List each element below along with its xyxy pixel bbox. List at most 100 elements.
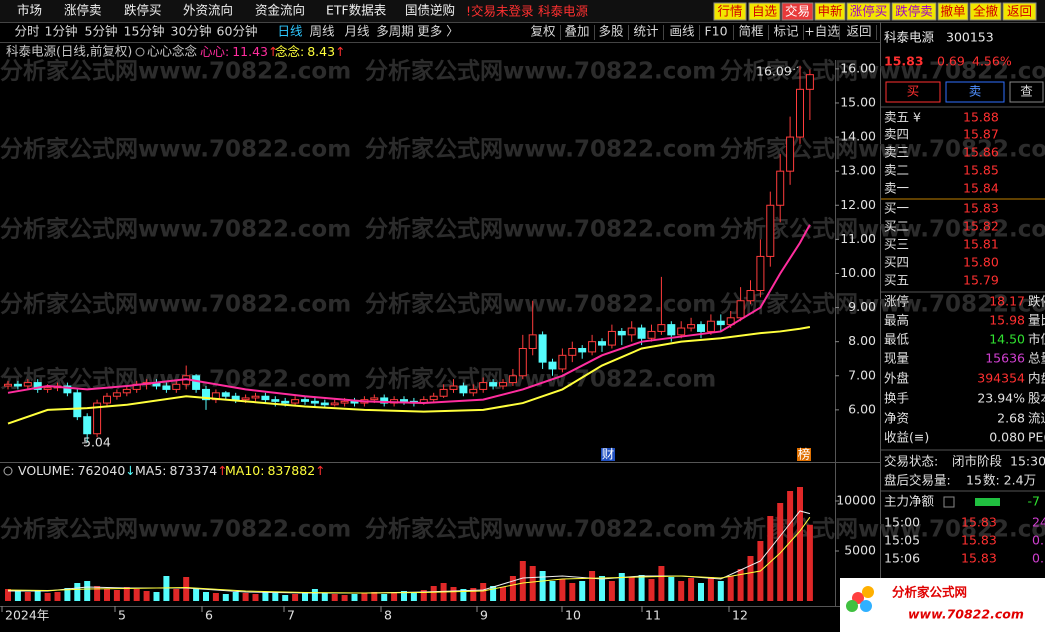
trade-button[interactable]: 卖: [969, 84, 982, 99]
stock-code: 300153: [946, 30, 994, 45]
period-tab[interactable]: 1分钟: [45, 24, 78, 39]
candle-body: [528, 334, 537, 349]
volume-header-arrow: ↑: [315, 463, 325, 478]
stat-label: 量比: [1028, 313, 1045, 328]
watermark: 分析家公式网www.70822.com: [0, 516, 351, 543]
menu-button[interactable]: 自选: [752, 4, 778, 19]
tool-button[interactable]: 统计: [633, 24, 658, 39]
menu-button[interactable]: 交易: [785, 4, 810, 19]
menu-item[interactable]: 国债逆购: [405, 3, 455, 18]
y-tick-label: 6.00: [848, 401, 876, 416]
tool-button[interactable]: +自选: [804, 24, 840, 39]
menu-button[interactable]: 涨停买: [850, 4, 888, 19]
menu-button[interactable]: 返回: [1007, 4, 1032, 19]
candle-body: [459, 385, 468, 394]
volume-bar: [638, 575, 645, 601]
menu-button[interactable]: 申新: [817, 4, 842, 19]
tool-button[interactable]: 叠加: [564, 24, 589, 39]
tool-button[interactable]: 画线: [669, 24, 695, 39]
tool-button[interactable]: 简框: [738, 24, 764, 39]
indicator-value: 心心: 11.43↑: [200, 44, 279, 59]
tool-button[interactable]: 返回: [846, 24, 871, 39]
candle-body: [400, 399, 408, 402]
menu-item[interactable]: 跌停买: [124, 3, 162, 18]
menu-item[interactable]: 外资流向: [183, 3, 233, 18]
tick-time: 15:00: [884, 515, 920, 530]
period-tab[interactable]: 分时: [14, 24, 40, 39]
candle-body: [33, 382, 42, 390]
stat-label: 收益(≡): [884, 430, 929, 445]
order-book-label: 买二: [884, 219, 909, 234]
volume-bar: [688, 578, 695, 601]
volume-bar: [658, 566, 665, 601]
flow-icon: [943, 496, 955, 508]
candle-body: [637, 327, 646, 339]
period-tab[interactable]: 5分钟: [85, 24, 118, 39]
tool-button[interactable]: 多股: [598, 24, 624, 39]
watermark: 分析家公式网www.70822.com: [365, 136, 716, 163]
period-tab[interactable]: 60分钟: [217, 24, 258, 39]
volume-bar: [84, 581, 91, 601]
volume-bar: [44, 593, 51, 601]
menu-item[interactable]: 市场: [17, 3, 42, 18]
order-book-label: 买四: [884, 255, 909, 270]
volume-bar: [262, 592, 269, 601]
volume-bar: [302, 592, 308, 601]
candle-body: [370, 397, 379, 401]
tick-volume: 2475: [1032, 515, 1045, 530]
period-tab[interactable]: 月线: [344, 24, 370, 39]
candle-body: [558, 354, 567, 370]
candle-body: [766, 204, 775, 257]
candle-body: [103, 395, 111, 404]
tool-button[interactable]: 复权: [530, 24, 556, 39]
volume-bar: [292, 594, 299, 601]
flow-bar: [975, 498, 1000, 506]
status-text: 交易状态:: [884, 454, 938, 469]
period-tab[interactable]: 30分钟: [171, 24, 212, 39]
flow-label: 主力净额: [884, 494, 935, 509]
period-tab[interactable]: 周线: [309, 24, 335, 39]
period-tab[interactable]: 多周期: [376, 24, 414, 39]
y-tick-label: 12.00: [840, 197, 876, 212]
period-tab[interactable]: 更多 〉: [417, 24, 458, 39]
watermark: 分析家公式网www.70822.com: [720, 291, 1045, 318]
menu-item[interactable]: 资金流向: [255, 3, 305, 18]
menu-button[interactable]: 跌停卖: [895, 4, 933, 19]
trade-button[interactable]: 查: [1020, 84, 1033, 99]
candle-body: [776, 170, 785, 206]
event-marker[interactable]: 财: [602, 447, 615, 462]
indicator-number: 11.43: [232, 44, 268, 59]
menu-button[interactable]: 全撤: [973, 4, 999, 19]
y-tick-label: 14.00: [840, 129, 876, 144]
trade-button[interactable]: 买: [907, 84, 920, 99]
tool-button[interactable]: 标记: [773, 24, 799, 39]
stat-label: 涨停: [884, 294, 909, 309]
candle-body: [548, 361, 557, 370]
tool-button[interactable]: F10: [704, 24, 727, 39]
volume-bar: [321, 593, 328, 601]
indicator-label: 念念:: [275, 44, 304, 59]
candle-body: [320, 402, 329, 406]
menu-button[interactable]: 撤单: [940, 4, 965, 19]
event-marker[interactable]: 榜: [798, 447, 811, 462]
period-tab[interactable]: 15分钟: [124, 24, 165, 39]
menu-button[interactable]: 行情: [717, 4, 742, 19]
volume-bar: [361, 593, 368, 601]
candle-body: [578, 347, 587, 353]
volume-bar: [777, 503, 784, 601]
volume-bar: [34, 591, 41, 601]
last-price: 15.83: [884, 54, 924, 69]
stat-label: 市值: [1028, 332, 1045, 347]
tick-time: 15:05: [884, 533, 920, 548]
menu-item[interactable]: ETF数据表: [326, 3, 387, 18]
candle-body: [499, 382, 507, 387]
y-tick-label: 10000: [836, 493, 876, 508]
order-book-label: 卖五 ¥: [884, 110, 921, 125]
period-tab[interactable]: 日线: [277, 24, 303, 39]
y-tick-label: 16.00: [840, 60, 876, 75]
menu-item[interactable]: 涨停卖: [64, 3, 102, 18]
candle-body: [756, 255, 765, 292]
tick-volume: 0.: [1032, 533, 1044, 548]
order-book-price: 15.82: [963, 219, 999, 234]
volume-bar: [806, 524, 813, 601]
